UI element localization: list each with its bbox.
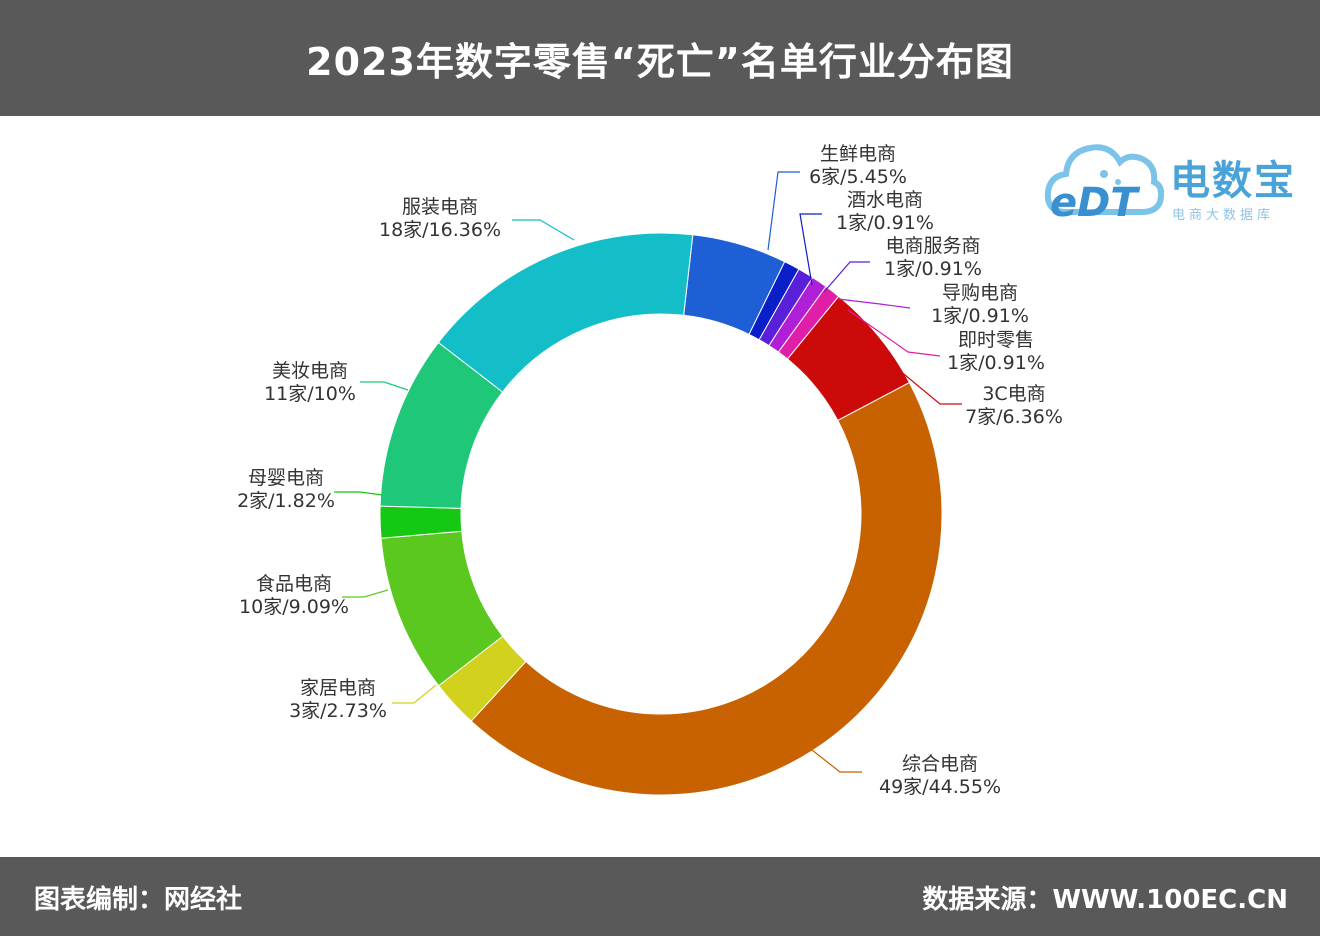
leader-line-2 xyxy=(823,261,870,293)
footer-bar: 图表编制：网经社 数据来源：WWW.100EC.CN xyxy=(0,857,1320,936)
slice-name-label-2: 电商服务商 xyxy=(885,235,980,257)
logo-subtitle: 电商大数据库 xyxy=(1172,208,1275,223)
slice-value-label-8: 10家/9.09% xyxy=(239,596,349,618)
slice-value-label-6: 49家/44.55% xyxy=(879,776,1001,798)
leader-line-6 xyxy=(811,749,862,773)
slice-value-label-7: 3家/2.73% xyxy=(289,700,387,722)
slice-value-label-5: 7家/6.36% xyxy=(965,406,1063,428)
slice-value-label-4: 1家/0.91% xyxy=(947,352,1045,374)
slice-value-label-0: 6家/5.45% xyxy=(809,166,907,188)
leader-line-7 xyxy=(392,684,437,704)
leader-line-0 xyxy=(767,171,800,251)
slice-name-label-5: 3C电商 xyxy=(982,383,1045,405)
slice-name-label-0: 生鲜电商 xyxy=(820,143,896,165)
leader-line-8 xyxy=(342,589,389,598)
donut-chart: 生鲜电商6家/5.45%酒水电商1家/0.91%电商服务商1家/0.91%导购电… xyxy=(237,143,1063,798)
logo-mark-text: eDT xyxy=(1050,180,1140,224)
slice-value-label-3: 1家/0.91% xyxy=(931,305,1029,327)
slice-name-label-7: 家居电商 xyxy=(300,677,376,699)
slice-name-label-9: 母婴电商 xyxy=(248,467,324,489)
footer-source: 数据来源：WWW.100EC.CN xyxy=(922,885,1288,915)
slice-name-label-3: 导购电商 xyxy=(942,282,1018,304)
leader-line-4 xyxy=(847,309,941,357)
slice-value-label-10: 11家/10% xyxy=(264,383,356,405)
slice-value-label-9: 2家/1.82% xyxy=(237,490,335,512)
leader-line-5 xyxy=(892,364,962,405)
leader-line-9 xyxy=(334,491,383,496)
edt-logo-icon: eDT xyxy=(1044,144,1164,224)
slice-name-label-1: 酒水电商 xyxy=(847,189,923,211)
slice-name-label-4: 即时零售 xyxy=(958,329,1034,351)
donut-slice-6 xyxy=(470,381,943,796)
slice-name-label-10: 美妆电商 xyxy=(272,360,348,382)
leader-line-3 xyxy=(837,298,911,309)
slice-value-label-1: 1家/0.91% xyxy=(836,212,934,234)
chart-title: 2023年数字零售“死亡”名单行业分布图 xyxy=(306,39,1014,84)
leader-line-1 xyxy=(799,213,822,286)
slice-value-label-2: 1家/0.91% xyxy=(884,258,982,280)
header-bar: 2023年数字零售“死亡”名单行业分布图 xyxy=(0,0,1320,116)
donut-slice-11 xyxy=(437,232,694,393)
slice-name-label-11: 服装电商 xyxy=(402,196,478,218)
slice-name-label-8: 食品电商 xyxy=(256,573,332,595)
slice-value-label-11: 18家/16.36% xyxy=(379,219,501,241)
slice-name-label-6: 综合电商 xyxy=(902,753,978,775)
logo-name: 电数宝 xyxy=(1170,158,1296,204)
leader-line-10 xyxy=(360,381,409,391)
leader-line-11 xyxy=(512,219,575,241)
footer-credit: 图表编制：网经社 xyxy=(34,885,243,915)
